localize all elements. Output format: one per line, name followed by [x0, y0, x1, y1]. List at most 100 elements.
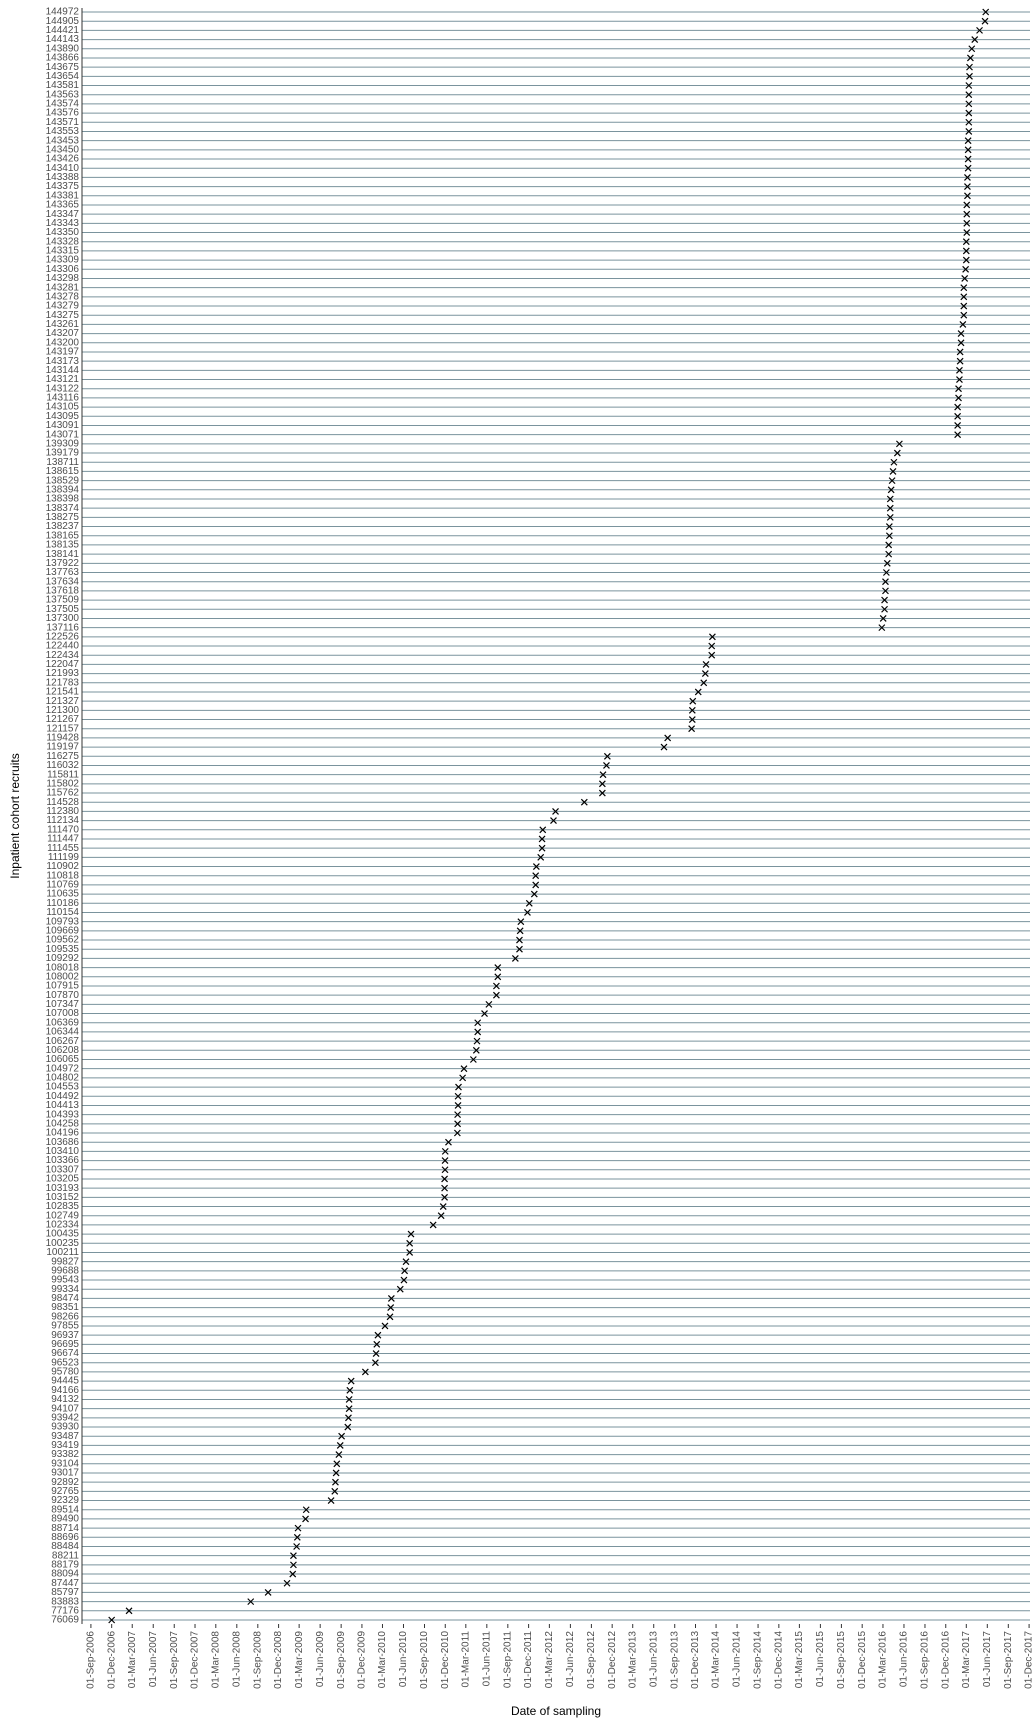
- point: [125, 1607, 133, 1615]
- y-tick-label: 116275: [46, 751, 79, 762]
- y-tick-label: 143343: [46, 218, 80, 229]
- x-tick-label: 01-Sep-2011: [502, 1631, 513, 1689]
- point: [965, 100, 973, 108]
- x-tick-label: 01-Dec-2007: [190, 1631, 201, 1689]
- x-tick-label: 01-Dec-2006: [106, 1631, 117, 1689]
- point: [347, 1377, 355, 1385]
- point: [381, 1322, 389, 1330]
- point: [332, 1469, 340, 1477]
- point: [460, 1065, 468, 1073]
- point: [976, 26, 983, 34]
- point: [552, 807, 559, 815]
- point: [963, 210, 971, 218]
- point: [959, 320, 967, 328]
- y-tick-label: 104196: [46, 1128, 80, 1139]
- y-tick-label: 95780: [51, 1367, 79, 1378]
- y-tick-label: 143261: [46, 319, 80, 330]
- x-tick-label: 01-Sep-2010: [419, 1631, 430, 1689]
- y-tick-label: 138374: [46, 503, 80, 514]
- y-tick-label: 121300: [46, 705, 80, 716]
- y-tick-label: 112380: [46, 806, 79, 817]
- point: [327, 1497, 335, 1504]
- y-tick-label: 83883: [51, 1596, 79, 1607]
- point: [956, 348, 964, 356]
- x-tick-label: 01-Mar-2015: [794, 1631, 805, 1689]
- y-tick-label: 104258: [46, 1118, 80, 1129]
- y-tick-label: 138529: [46, 475, 80, 486]
- point: [598, 780, 606, 788]
- y-tick-label: 143309: [46, 255, 80, 266]
- y-tick-label: 110769: [46, 880, 79, 891]
- point: [374, 1331, 382, 1339]
- x-tick-label: 01-Sep-2015: [836, 1631, 847, 1689]
- x-tick-label: 01-Mar-2011: [460, 1631, 471, 1688]
- point: [361, 1368, 369, 1376]
- y-tick-label: 93487: [51, 1431, 79, 1442]
- y-tick-label: 137618: [46, 586, 80, 597]
- point: [881, 596, 888, 604]
- x-tick-label: 01-Sep-2008: [252, 1631, 263, 1689]
- point: [965, 91, 973, 99]
- y-tick-label: 106344: [46, 1027, 80, 1038]
- y-tick-label: 143381: [46, 190, 80, 201]
- point: [882, 578, 889, 586]
- point: [524, 909, 531, 916]
- y-tick-label: 108018: [46, 962, 80, 973]
- y-tick-label: 143315: [46, 246, 80, 257]
- y-tick-label: 144143: [46, 34, 80, 45]
- point: [532, 881, 540, 889]
- y-tick-label: 106267: [46, 1036, 80, 1047]
- y-tick-label: 88484: [51, 1541, 79, 1552]
- point: [387, 1294, 395, 1302]
- point: [881, 605, 888, 613]
- y-tick-label: 121157: [46, 723, 79, 734]
- point: [966, 72, 973, 80]
- x-tick-label: 01-Mar-2013: [627, 1631, 638, 1689]
- point: [454, 1111, 462, 1119]
- y-tick-label: 96937: [51, 1330, 79, 1341]
- x-tick-label: 01-Sep-2012: [586, 1631, 597, 1689]
- y-tick-label: 93930: [51, 1422, 79, 1433]
- x-tick-label: 01-Dec-2010: [440, 1631, 451, 1689]
- y-tick-label: 92329: [51, 1495, 79, 1506]
- point: [878, 624, 886, 632]
- point: [289, 1570, 297, 1578]
- point: [957, 339, 965, 347]
- point: [964, 173, 971, 181]
- point: [406, 1249, 414, 1256]
- x-tick-label: 01-Mar-2009: [294, 1631, 305, 1689]
- y-tick-label: 96674: [51, 1348, 79, 1359]
- point: [965, 82, 973, 89]
- point: [954, 403, 962, 411]
- y-tick-label: 143410: [46, 163, 80, 174]
- point: [494, 973, 502, 981]
- point: [966, 63, 973, 71]
- y-tick-label: 99334: [51, 1284, 79, 1295]
- point: [883, 559, 891, 567]
- point: [387, 1304, 395, 1312]
- y-tick-label: 92892: [51, 1477, 79, 1488]
- point: [962, 265, 970, 273]
- point: [516, 927, 524, 935]
- y-tick-label: 94445: [51, 1376, 79, 1387]
- point: [439, 1203, 447, 1210]
- y-tick-label: 104413: [46, 1100, 80, 1111]
- y-tick-label: 85797: [51, 1587, 79, 1598]
- y-tick-label: 99688: [51, 1265, 79, 1276]
- point: [960, 284, 968, 292]
- point: [407, 1230, 415, 1238]
- x-tick-label: 01-Mar-2010: [377, 1631, 388, 1689]
- point: [700, 679, 708, 687]
- point: [373, 1340, 381, 1348]
- y-tick-label: 98474: [51, 1293, 79, 1304]
- point: [964, 192, 971, 200]
- y-tick-label: 93382: [51, 1449, 79, 1460]
- point: [441, 1147, 449, 1155]
- x-tick-label: 01-Jun-2008: [231, 1631, 242, 1688]
- x-tick-label: 01-Mar-2017: [961, 1631, 972, 1689]
- point: [492, 991, 500, 999]
- point: [294, 1524, 302, 1532]
- point: [472, 1046, 480, 1054]
- y-tick-label: 143275: [46, 310, 80, 321]
- x-tick-label: 01-Jun-2015: [815, 1631, 826, 1688]
